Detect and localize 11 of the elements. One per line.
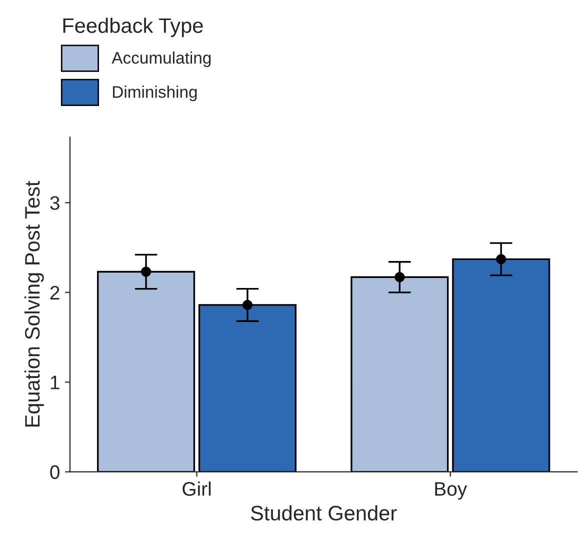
legend-label: Diminishing: [113, 86, 197, 102]
x-tick-label: Girl: [182, 482, 211, 496]
legend-title: Feedback Type: [63, 18, 203, 38]
y-tick-label: 2: [50, 286, 60, 300]
x-tick-label: Boy: [435, 482, 468, 500]
x-axis-title: Student Gender: [250, 505, 397, 521]
y-tick-label: 0: [50, 465, 60, 480]
legend-label: Accumulating: [112, 52, 211, 68]
y-tick-label: 3: [50, 196, 60, 210]
y-axis-title: Equation Solving Post Test: [24, 180, 44, 427]
y-tick-label: 1: [50, 376, 60, 390]
